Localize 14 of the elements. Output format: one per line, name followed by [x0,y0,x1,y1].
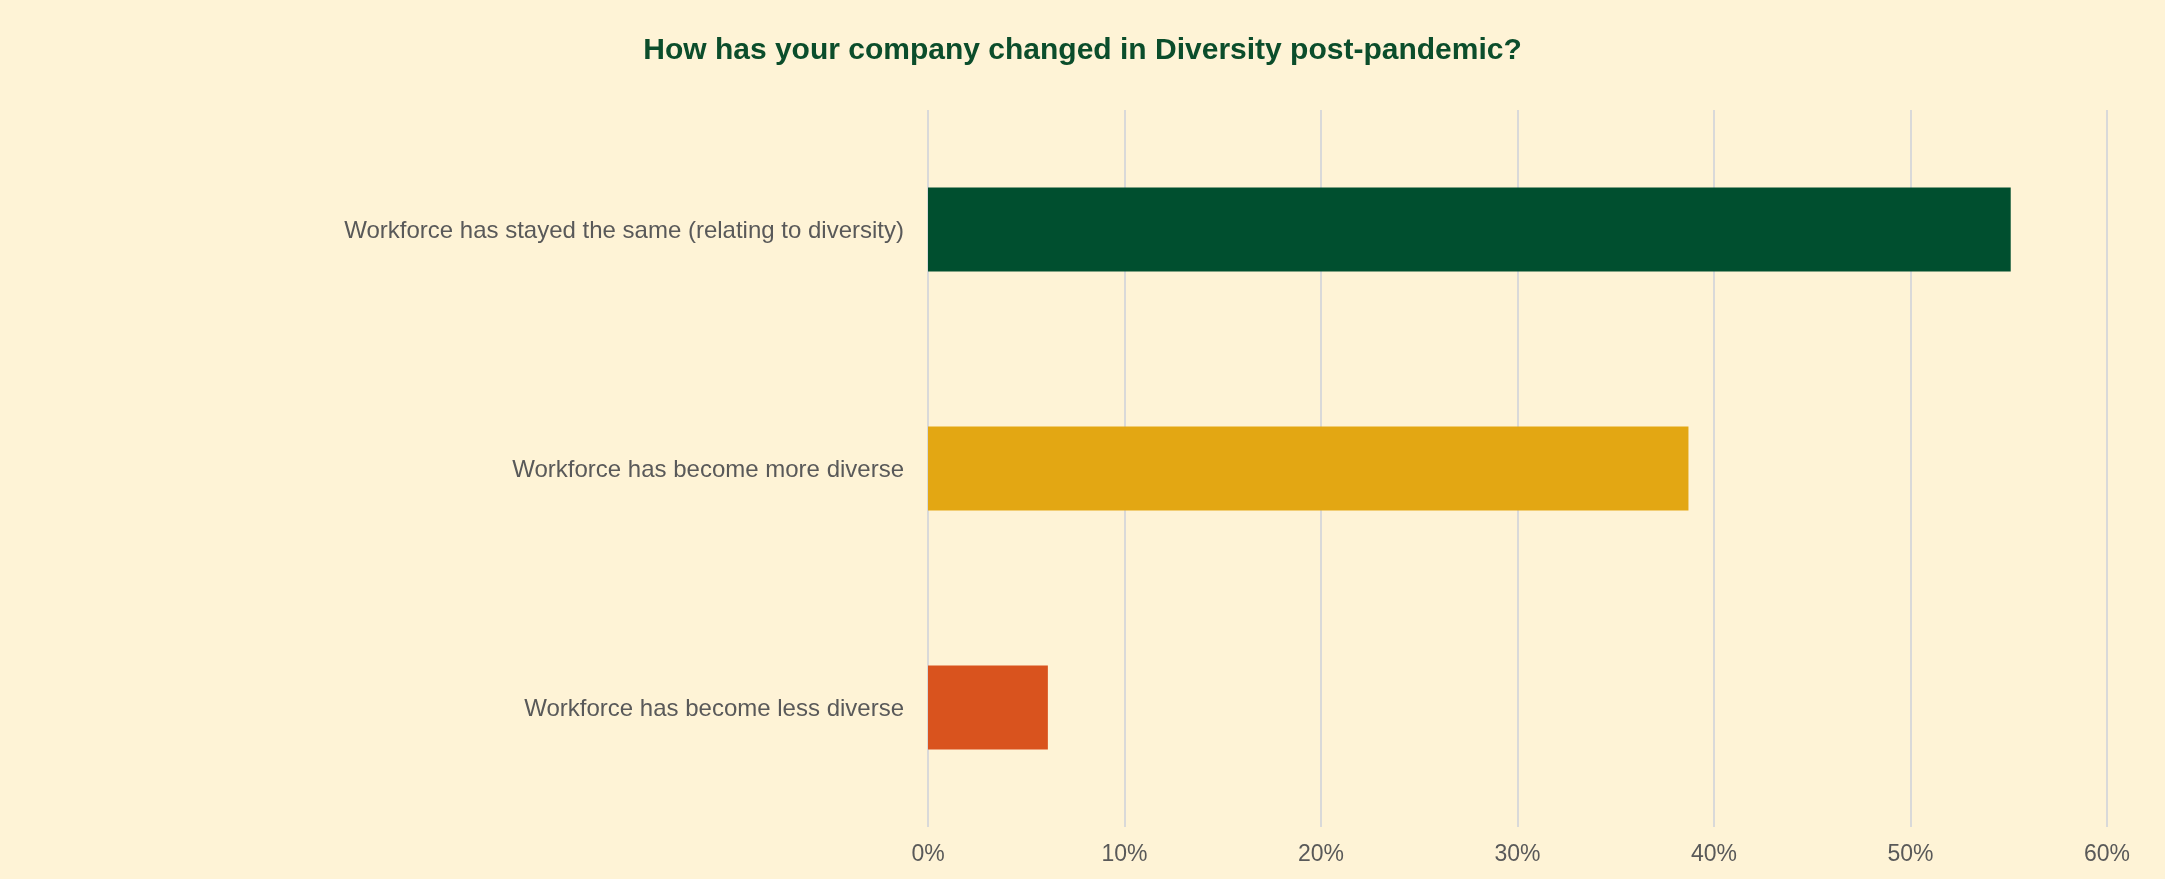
y-tick-label: Workforce has become more diverse [512,455,904,482]
y-tick-label: Workforce has stayed the same (relating to diversity) [344,216,904,243]
chart-title: How has your company changed in Diversity post-pandemic? [643,31,1522,65]
x-tick-label: 50% [1887,839,1934,866]
x-tick-label: 20% [1297,839,1345,866]
x-tick-label: 60% [2083,839,2131,866]
y-tick-label: Workforce has become less diverse [524,694,904,721]
x-tick-label: 40% [1690,839,1738,866]
bar [928,665,1048,750]
x-tick-label: 10% [1101,839,1148,866]
x-tick-label: 0% [911,839,945,866]
bar [928,426,1689,511]
bar [928,187,2011,272]
x-tick-label: 30% [1494,839,1541,866]
